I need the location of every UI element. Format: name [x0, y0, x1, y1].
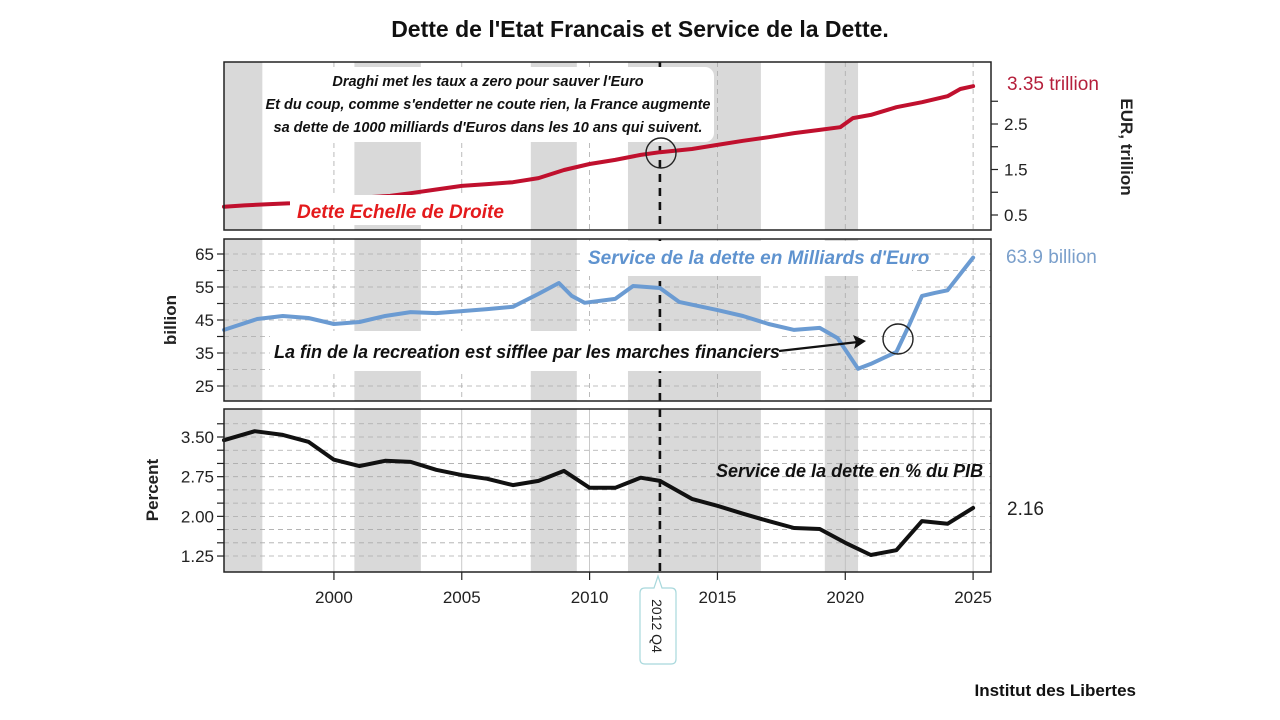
panel-frame — [223, 61, 992, 231]
recession-band — [354, 409, 421, 572]
chart-title: Dette de l'Etat Francais et Service de l… — [391, 16, 889, 42]
x-axis: 2000 2005 2010 2015 2020 2025 — [315, 572, 992, 607]
y-tick-label: 0.5 — [1004, 206, 1028, 225]
highlight-circle-debt — [645, 137, 677, 169]
x-tick-label: 2025 — [954, 588, 992, 607]
y-tick-label: 2.00 — [181, 507, 214, 526]
recession-band — [224, 62, 263, 230]
y-tick-label: 45 — [195, 311, 214, 330]
y-tick-label: 2.75 — [181, 468, 214, 487]
recreation-label-bg — [270, 331, 780, 371]
x-tick-label: 2000 — [315, 588, 353, 607]
debt-series-label: Dette Echelle de Droite — [297, 202, 504, 223]
service-y-axis-label: billion — [161, 295, 180, 345]
debt-y-axis-label: EUR, trillion — [1117, 98, 1136, 195]
highlight-circle-service — [882, 323, 914, 355]
recession-band — [627, 409, 761, 572]
y-tick-label: 2.5 — [1004, 115, 1028, 134]
arrow-head-icon — [853, 335, 866, 349]
series-line-pct — [222, 429, 976, 557]
annotation-box — [263, 67, 714, 142]
y-tick-label: 25 — [195, 377, 214, 396]
arrow-line — [778, 340, 859, 353]
annotation-line-2: Et du coup, comme s'endetter ne coute ri… — [266, 97, 711, 113]
pct-end-label: 2.16 — [1007, 499, 1044, 520]
recession-band — [530, 409, 577, 572]
debt-label-bg — [290, 195, 502, 225]
y-tick-label: 3.50 — [181, 428, 214, 447]
recession-band — [824, 62, 859, 230]
y-tick-label: 1.25 — [181, 547, 214, 566]
service-series-label: Service de la dette en Milliards d'Euro — [588, 248, 929, 269]
pct-series-label: Service de la dette en % du PIB — [716, 461, 983, 481]
panel-pct: 1.25 2.00 2.75 3.50 — [181, 408, 992, 573]
x-tick-label: 2010 — [571, 588, 609, 607]
annotation-line-3: sa dette de 1000 milliards d'Euros dans … — [274, 120, 703, 136]
recreation-text: La fin de la recreation est sifflee par … — [274, 342, 780, 362]
service-end-label: 63.9 billion — [1006, 247, 1097, 268]
draghi-annotation: Draghi met les taux a zero pour sauver l… — [263, 67, 714, 142]
y-tick-label: 65 — [195, 245, 214, 264]
service-label-bg — [582, 241, 912, 276]
series-line-service — [222, 255, 976, 371]
annotation-line-1: Draghi met les taux a zero pour sauver l… — [332, 74, 643, 90]
panel-background — [224, 409, 991, 572]
marker-tag-box — [639, 574, 677, 665]
recreation-annotation: La fin de la recreation est sifflee par … — [274, 335, 866, 362]
x-tick-label: 2015 — [699, 588, 737, 607]
x-tick-label: 2020 — [826, 588, 864, 607]
marker-tag-label: 2012 Q4 — [649, 599, 665, 653]
y-tick-label: 1.5 — [1004, 161, 1028, 180]
x-tick-label: 2005 — [443, 588, 481, 607]
y-tick-label: 35 — [195, 344, 214, 363]
pct-y-axis-label: Percent — [143, 458, 162, 521]
debt-end-label: 3.35 trillion — [1007, 74, 1099, 95]
marker-tag: 2012 Q4 — [639, 574, 677, 665]
y-tick-label: 55 — [195, 278, 214, 297]
source-brand: Institut des Libertes — [974, 681, 1136, 700]
